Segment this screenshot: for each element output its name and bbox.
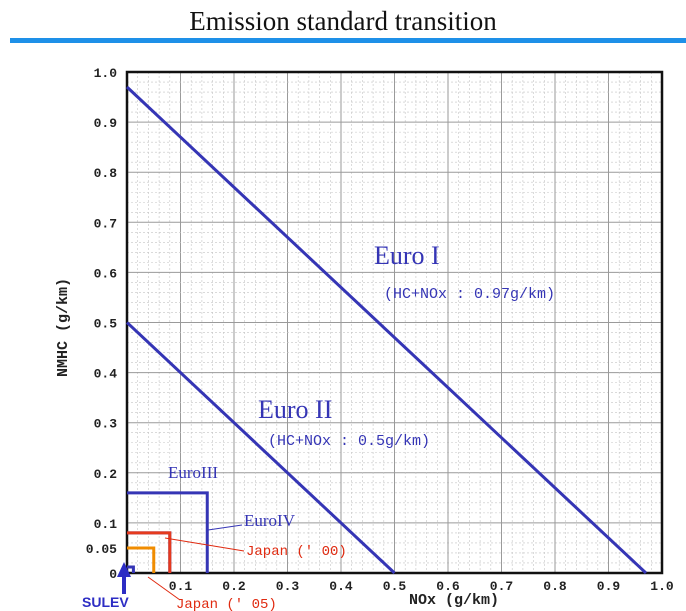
limit-marks — [125, 85, 647, 575]
chart-title: Emission standard transition — [189, 6, 497, 36]
x-tick-labels: 0.1 0.2 0.3 0.4 0.5 0.6 0.7 0.8 0.9 1.0 — [169, 579, 674, 594]
y-tick-label: 0.3 — [94, 417, 118, 432]
x-tick-label: 0.4 — [329, 579, 353, 594]
x-tick-label: 0.2 — [222, 579, 246, 594]
euro2-label: Euro II — [258, 395, 332, 424]
y-tick-label: 0.7 — [94, 216, 117, 231]
euro2-note: (HC+NOx : 0.5g/km) — [268, 433, 430, 450]
limit-line — [125, 85, 647, 575]
title-underline — [10, 38, 686, 43]
euro1-label: Euro I — [374, 241, 440, 270]
x-tick-label: 0.6 — [436, 579, 460, 594]
y-tick-label: 0.6 — [94, 266, 118, 281]
y-tick-label: 0.8 — [94, 166, 118, 181]
x-tick-label: 0.8 — [543, 579, 567, 594]
y-tick-label: 0.05 — [86, 542, 117, 557]
y-tick-label: 1.0 — [94, 66, 118, 81]
x-tick-label: 0.5 — [383, 579, 407, 594]
sulev-label: SULEV — [82, 594, 129, 610]
y-axis-label: NMHC (g/km) — [55, 278, 72, 377]
y-tick-label: 0.4 — [94, 367, 118, 382]
y-tick-label: 0.9 — [94, 116, 118, 131]
y-tick-label: 0.5 — [94, 317, 118, 332]
japan00-leader-line — [164, 537, 245, 552]
euro1-note: (HC+NOx : 0.97g/km) — [384, 286, 555, 303]
x-tick-label: 0.9 — [597, 579, 621, 594]
x-tick-label: 1.0 — [650, 579, 674, 594]
x-axis-label: NOx (g/km) — [409, 592, 499, 609]
sulev-arrow-icon — [117, 562, 131, 577]
euro4-label: EuroIV — [244, 511, 296, 530]
limit-line — [125, 321, 396, 575]
japan05-leader-line — [147, 576, 181, 601]
limit-box — [127, 531, 172, 573]
limit-box — [127, 491, 209, 573]
euro3-label: EuroIII — [168, 463, 218, 482]
y-tick-label: 0.1 — [94, 517, 118, 532]
x-tick-label: 0.3 — [276, 579, 300, 594]
limit-box — [127, 565, 135, 573]
euro4-leader-line — [207, 524, 243, 531]
y-tick-labels: 0 0.05 0.1 0.2 0.3 0.4 0.5 0.6 0.7 0.8 0.9 1.0 — [86, 66, 117, 582]
x-tick-label: 0.1 — [169, 579, 193, 594]
japan00-label: Japan (' 00) — [246, 544, 347, 560]
japan05-label: Japan (' 05) — [176, 597, 277, 611]
y-tick-label: 0.2 — [94, 467, 118, 482]
limit-box — [127, 546, 156, 573]
y-tick-label: 0 — [109, 567, 117, 582]
x-tick-label: 0.7 — [490, 579, 513, 594]
